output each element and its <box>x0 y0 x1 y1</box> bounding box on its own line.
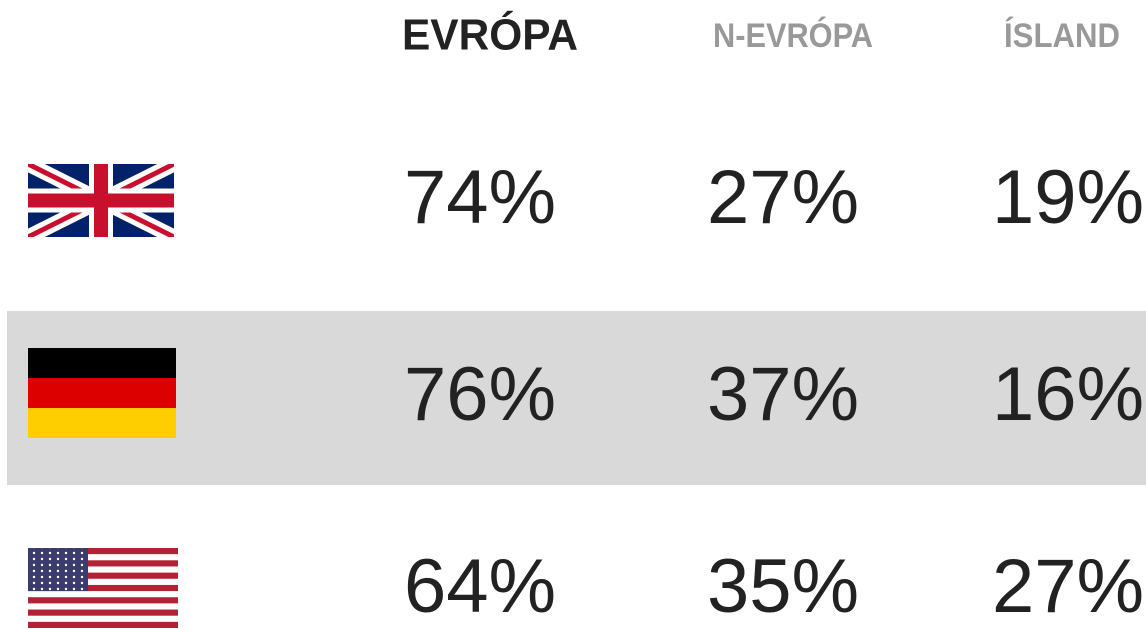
flag-uk <box>28 164 174 237</box>
stripe <box>28 597 178 604</box>
stars <box>28 548 88 592</box>
cell-value: 64% <box>404 544 556 629</box>
column-header: EVRÓPA <box>402 10 578 60</box>
cell-value: 27% <box>992 544 1144 629</box>
stripe <box>28 584 178 592</box>
cell-value: 35% <box>707 544 859 629</box>
cell-value: 76% <box>404 352 556 437</box>
cell-value: 74% <box>404 155 556 240</box>
stripe <box>28 572 178 579</box>
column-header: N-EVRÓPA <box>713 17 873 55</box>
column-header: ÍSLAND <box>1004 17 1120 55</box>
cell-value: 16% <box>992 352 1144 437</box>
stripe <box>28 621 178 628</box>
cell-value: 19% <box>992 155 1144 240</box>
cell-value: 27% <box>707 155 859 240</box>
flag-de <box>28 348 176 438</box>
stripe <box>28 609 178 616</box>
stripe <box>28 560 178 567</box>
cell-value: 37% <box>707 352 859 437</box>
flag-us <box>28 548 178 628</box>
stripe <box>28 548 178 555</box>
row-highlight <box>7 311 1146 485</box>
